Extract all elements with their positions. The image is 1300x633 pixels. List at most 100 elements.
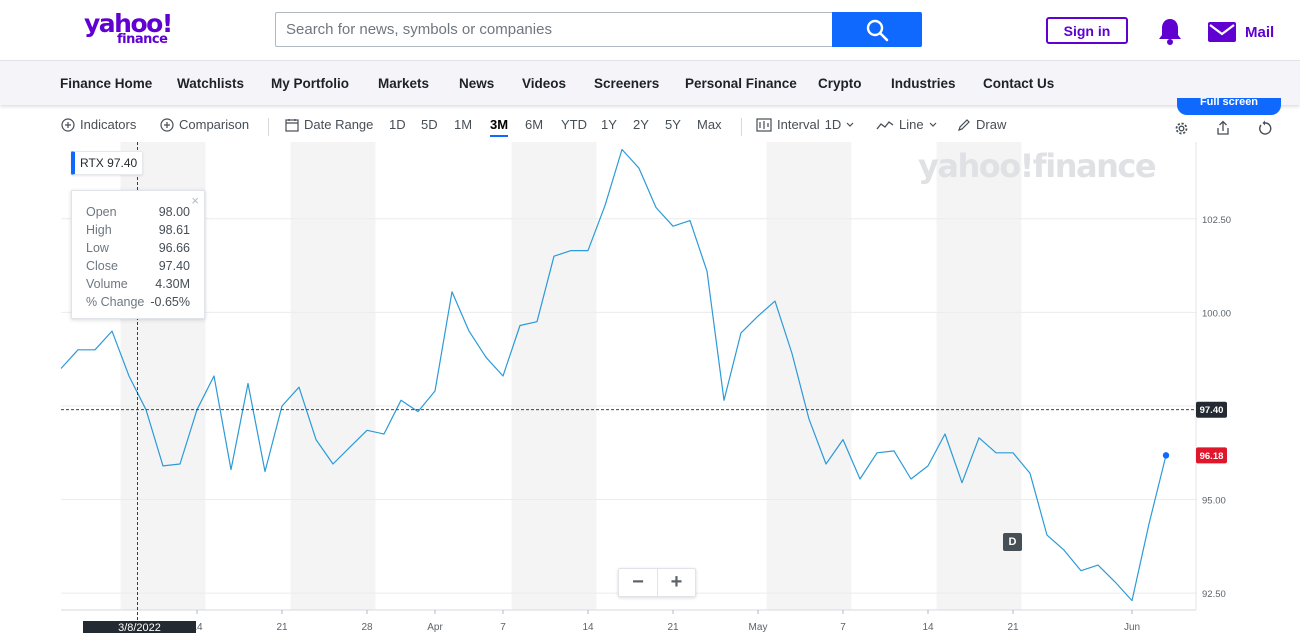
- bell-icon[interactable]: [1157, 17, 1183, 45]
- price-point: [312, 436, 320, 444]
- price-point: [822, 460, 830, 468]
- x-tick-label: 21: [1007, 622, 1019, 633]
- price-line: [60, 148, 1167, 602]
- price-point: [975, 434, 983, 442]
- indicators-button[interactable]: Indicators: [61, 117, 136, 132]
- price-point: [414, 408, 422, 416]
- zoom-out-button[interactable]: −: [632, 571, 644, 593]
- price-point: [924, 462, 932, 470]
- nav-videos[interactable]: Videos: [522, 76, 567, 91]
- weekend-band: [511, 142, 597, 610]
- price-point: [635, 164, 643, 172]
- settings-icon[interactable]: [1174, 121, 1189, 136]
- interval-dropdown[interactable]: Interval 1D: [756, 117, 854, 132]
- range-2y[interactable]: 2Y: [633, 117, 649, 132]
- price-point: [1077, 567, 1085, 575]
- chart-type-label: Line: [899, 117, 924, 132]
- search-input[interactable]: [275, 12, 833, 47]
- range-1d[interactable]: 1D: [389, 117, 406, 132]
- zoom-in-button[interactable]: +: [657, 569, 695, 596]
- price-point: [1060, 546, 1068, 554]
- indicators-label: Indicators: [80, 117, 137, 132]
- price-point: [74, 346, 82, 354]
- sign-in-button[interactable]: Sign in: [1046, 17, 1128, 44]
- chevron-down-icon: [929, 122, 937, 127]
- price-point: [91, 346, 99, 354]
- comparison-button[interactable]: Comparison: [160, 117, 249, 132]
- range-6m[interactable]: 6M: [525, 117, 544, 132]
- close-icon[interactable]: ×: [191, 193, 199, 208]
- mail-icon[interactable]: [1208, 22, 1236, 42]
- symbol-legend[interactable]: RTX 97.40: [71, 151, 144, 175]
- dividend-marker[interactable]: D: [1003, 533, 1022, 551]
- price-point: [278, 402, 286, 410]
- price-point: [550, 252, 558, 260]
- nav-personal-finance[interactable]: Personal Finance: [685, 76, 797, 91]
- x-tick-label: 14: [191, 622, 203, 633]
- price-point: [1128, 597, 1136, 605]
- x-tick-label: 28: [361, 622, 373, 633]
- nav-markets[interactable]: Markets: [378, 76, 430, 91]
- price-point: [567, 247, 575, 255]
- nav-contact-us[interactable]: Contact Us: [983, 76, 1055, 91]
- price-point: [244, 379, 252, 387]
- share-icon[interactable]: [1216, 120, 1230, 136]
- logo-finance-text: finance: [117, 32, 168, 47]
- date-range-button[interactable]: Date Range: [285, 117, 373, 132]
- range-1m[interactable]: 1M: [454, 117, 473, 132]
- price-point: [346, 443, 354, 451]
- search-button[interactable]: [832, 12, 922, 47]
- price-point: [227, 466, 235, 474]
- price-point: [703, 267, 711, 275]
- nav-news[interactable]: News: [459, 76, 495, 91]
- price-point: [533, 318, 541, 326]
- ohlc-tooltip: × Open 98.00 High 98.61 Low 96.66 Close 97.4…: [71, 190, 205, 319]
- price-point: [1111, 578, 1119, 586]
- full-screen-button[interactable]: Full screen: [1177, 98, 1281, 115]
- nav-industries[interactable]: Industries: [891, 76, 956, 91]
- mail-link[interactable]: Mail: [1245, 24, 1275, 41]
- x-tick-label: 21: [667, 622, 679, 633]
- range-1y[interactable]: 1Y: [601, 117, 617, 132]
- price-point: [618, 145, 626, 153]
- price-point: [941, 430, 949, 438]
- x-tick-label: 14: [922, 622, 934, 633]
- price-point: [329, 460, 337, 468]
- price-point: [720, 396, 728, 404]
- weekend-band: [290, 142, 376, 610]
- price-point: [737, 329, 745, 337]
- price-point: [397, 396, 405, 404]
- chart-type-dropdown[interactable]: Line: [876, 117, 937, 132]
- nav-crypto[interactable]: Crypto: [818, 76, 862, 91]
- range-ytd[interactable]: YTD: [561, 117, 587, 132]
- yahoo-finance-logo[interactable]: yahoo! finance: [84, 10, 176, 50]
- price-point: [788, 350, 796, 358]
- comparison-label: Comparison: [179, 117, 250, 132]
- tooltip-row-high: High 98.61: [86, 223, 190, 237]
- price-point: [601, 202, 609, 210]
- toolbar-divider: [268, 118, 269, 136]
- x-tick-label: 21: [276, 622, 288, 633]
- main-nav: Finance Home Watchlists My Portfolio Mar…: [0, 60, 1300, 105]
- chevron-down-icon: [846, 122, 854, 127]
- draw-button[interactable]: Draw: [957, 117, 1006, 132]
- logo-yahoo-text: yahoo!: [84, 9, 173, 38]
- nav-my-portfolio[interactable]: My Portfolio: [271, 76, 349, 91]
- range-max[interactable]: Max: [697, 117, 722, 132]
- nav-screeners[interactable]: Screeners: [594, 76, 660, 91]
- nav-watchlists[interactable]: Watchlists: [177, 76, 245, 91]
- price-point: [465, 327, 473, 335]
- range-5y[interactable]: 5Y: [665, 117, 681, 132]
- crosshair-price-tag: [1196, 401, 1227, 418]
- y-tick-label: 95.00: [1202, 496, 1226, 507]
- range-5d[interactable]: 5D: [421, 117, 438, 132]
- chart-toolbar: Indicators Comparison Date Range 1D 5D 1…: [0, 108, 1300, 142]
- interval-label: Interval: [777, 117, 820, 132]
- legend-symbol: RTX: [80, 156, 104, 170]
- plus-circle-icon: [61, 117, 75, 132]
- reset-icon[interactable]: [1258, 120, 1273, 136]
- price-point: [125, 372, 133, 380]
- range-3m[interactable]: 3M: [490, 117, 509, 137]
- price-point: [1145, 520, 1153, 528]
- nav-finance-home[interactable]: Finance Home: [60, 76, 153, 91]
